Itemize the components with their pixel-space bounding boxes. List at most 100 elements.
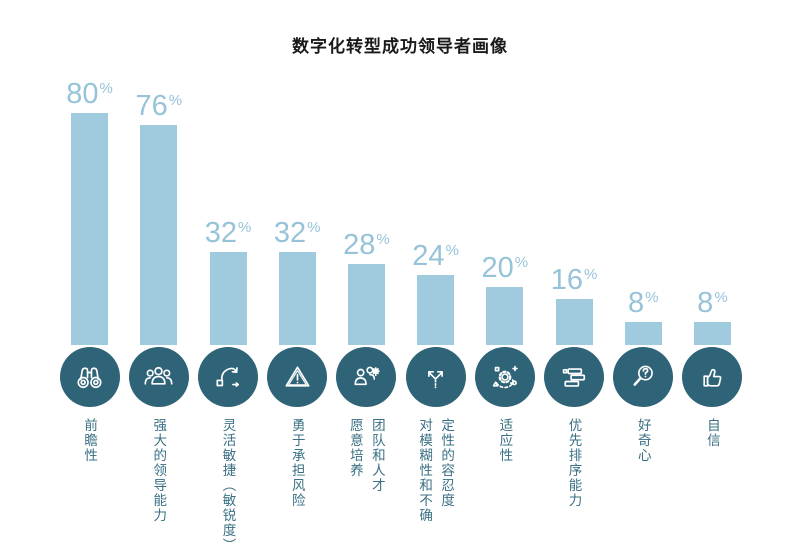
value-label: 8% [697, 289, 727, 318]
icon-circle [128, 347, 189, 407]
chart-column: 8% 好奇心 [609, 60, 678, 558]
value-unit: % [514, 254, 529, 271]
category-label: 前瞻性 [80, 418, 99, 463]
chart-column: 32% 灵活敏捷（敏锐度） [193, 60, 262, 558]
category-label-column: 好奇心 [635, 418, 651, 463]
priority-list-icon [562, 367, 585, 387]
category-label-column: 适应性 [497, 418, 513, 463]
bar-area: 8% [678, 60, 747, 345]
value-number: 16 [550, 264, 583, 296]
category-label-column: 对模糊性和不确 [417, 418, 433, 523]
category-label-column: 愿意培养 [347, 418, 363, 478]
category-label-column: 优先排序能力 [566, 418, 582, 508]
value-number: 8 [627, 287, 645, 319]
agile-cycle-icon [215, 366, 239, 387]
icon-circle [474, 347, 535, 407]
chart-column: 24% 对模糊性和不确 定性的容忍度 [401, 60, 470, 558]
icon-circle [544, 347, 605, 407]
category-label-column: 强大的领导能力 [151, 418, 167, 523]
chart-column: 28% 愿意培养 团队和人才 [332, 60, 401, 558]
icon-circle [613, 347, 674, 407]
value-unit: % [445, 242, 459, 259]
value-unit: % [714, 289, 728, 306]
category-label: 优先排序能力 [565, 418, 584, 508]
chart-title: 数字化转型成功领导者画像 [292, 37, 508, 56]
value-unit: % [307, 219, 321, 236]
value-unit: % [645, 289, 659, 306]
bar-area: 32% [263, 60, 332, 345]
icon-circle [682, 347, 743, 407]
value-unit: % [168, 92, 183, 109]
bar [140, 125, 178, 345]
warning-triangle-icon [285, 365, 310, 387]
category-label-column: 前瞻性 [82, 418, 98, 463]
value-label: 24% [412, 242, 459, 271]
value-label: 32% [205, 219, 252, 248]
chart-column: 16% 优先排序能力 [539, 60, 608, 558]
value-unit: % [583, 266, 598, 283]
bar [209, 252, 247, 345]
category-label-column: 自信 [704, 418, 720, 448]
bar-area: 20% [470, 60, 539, 345]
bar-area: 76% [124, 60, 193, 345]
value-number: 24 [412, 240, 445, 272]
category-label: 好奇心 [634, 418, 653, 463]
bar-area: 80% [55, 60, 124, 345]
value-label: 20% [482, 254, 529, 283]
value-label: 16% [551, 266, 598, 295]
magnifier-question-icon [633, 365, 653, 386]
category-label: 勇于承担风险 [288, 418, 307, 508]
value-unit: % [237, 219, 252, 236]
bar [555, 299, 593, 345]
value-number: 32 [204, 217, 237, 249]
category-label-column: 灵活敏捷（敏锐度） [220, 418, 236, 553]
value-number: 80 [66, 78, 99, 110]
bar-chart: 80% 前瞻性 76% 强大的领导能力 32% 灵活敏捷（敏锐度） 32% 勇于… [55, 60, 747, 558]
category-label: 灵活敏捷（敏锐度） [219, 418, 238, 553]
category-label-column: 团队和人才 [369, 418, 385, 493]
value-unit: % [99, 80, 113, 97]
bar-area: 32% [193, 60, 262, 345]
bar [71, 113, 109, 345]
chart-column: 80% 前瞻性 [55, 60, 124, 558]
icon-circle [198, 347, 258, 407]
value-unit: % [376, 231, 390, 248]
chart-column: 20% 适应性 [470, 60, 539, 558]
bar-area: 28% [332, 60, 401, 345]
category-label: 适应性 [495, 418, 514, 463]
category-label: 对模糊性和不确 定性的容忍度 [415, 418, 456, 523]
bar-area: 8% [609, 60, 678, 345]
bar [693, 322, 731, 345]
team-icon [144, 366, 173, 385]
category-label-column: 勇于承担风险 [289, 418, 305, 508]
icon-circle [336, 347, 397, 407]
category-label: 愿意培养 团队和人才 [346, 418, 387, 493]
value-number: 8 [697, 287, 714, 319]
bar [624, 322, 662, 345]
chart-column: 76% 强大的领导能力 [124, 60, 193, 558]
bar-area: 24% [401, 60, 470, 345]
thumbs-up-icon [703, 368, 722, 387]
value-number: 76 [135, 90, 168, 122]
value-label: 28% [343, 231, 390, 260]
bar [417, 275, 455, 345]
bar-area: 16% [539, 60, 608, 345]
branching-arrows-icon [428, 370, 444, 388]
binoculars-icon [77, 366, 102, 388]
chart-column: 8% 自信 [678, 60, 747, 558]
value-label: 32% [274, 219, 321, 248]
adaptability-gear-icon [493, 365, 519, 388]
category-label: 强大的领导能力 [149, 418, 168, 523]
value-number: 20 [481, 252, 514, 284]
value-label: 8% [628, 289, 658, 318]
value-number: 28 [343, 229, 376, 261]
value-label: 76% [135, 92, 182, 121]
bar [278, 252, 316, 345]
bar [486, 287, 524, 345]
value-number: 32 [273, 217, 307, 249]
bar [347, 264, 385, 345]
value-label: 80% [66, 80, 113, 109]
category-label-column: 定性的容忍度 [439, 418, 455, 508]
chart-column: 32% 勇于承担风险 [263, 60, 332, 558]
